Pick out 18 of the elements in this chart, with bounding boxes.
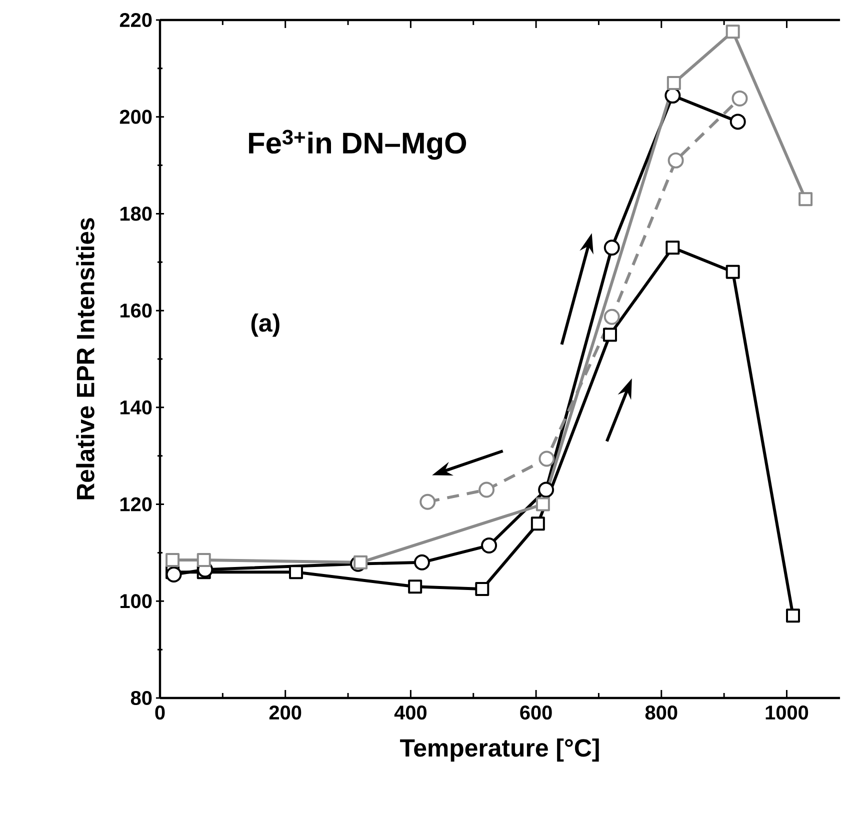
- x-axis-title: Temperature [°C]: [400, 738, 599, 762]
- y-axis-title: Relative EPR Intensities: [76, 218, 94, 500]
- y-tick-label: 100: [120, 594, 152, 608]
- x-tick-label: 200: [269, 706, 302, 720]
- y-tick-label: 220: [120, 12, 152, 28]
- y-tick-label: 180: [120, 206, 152, 221]
- y-tick-label: 140: [120, 400, 152, 414]
- x-tick-label: 400: [394, 706, 426, 720]
- x-tick-label: 600: [520, 706, 552, 720]
- y-tick-label: 160: [120, 304, 152, 318]
- annotation: Fe$^{3+}$in DN–MgO: [249, 130, 466, 160]
- x-tick-label: 1000: [766, 706, 808, 720]
- y-tick-label: 200: [120, 110, 152, 124]
- x-tick-label: 800: [645, 706, 678, 720]
- y-tick-label: 120: [120, 497, 152, 512]
- annotation: (a): [251, 313, 280, 337]
- y-tick-label: 80: [130, 690, 152, 706]
- x-tick-label: 0: [155, 706, 165, 720]
